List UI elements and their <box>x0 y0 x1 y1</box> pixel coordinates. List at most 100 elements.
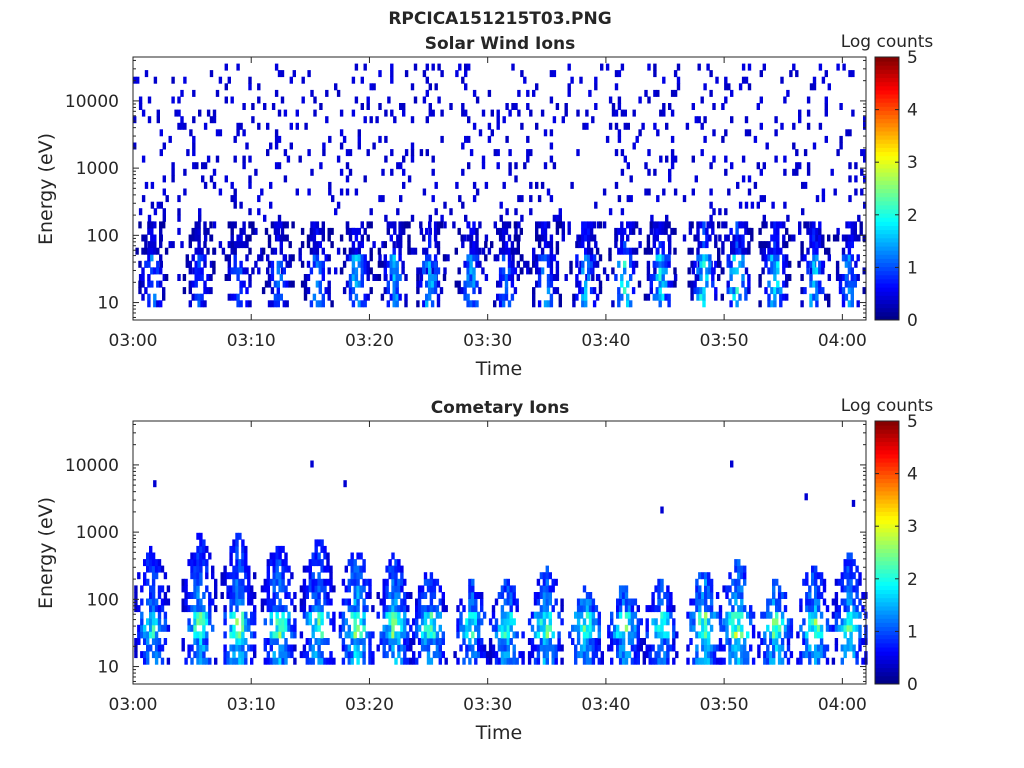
heatmap-cell <box>263 578 267 586</box>
heatmap-cell <box>146 552 150 560</box>
heatmap-cell <box>399 234 403 242</box>
heatmap-cell <box>811 618 815 626</box>
heatmap-cell <box>702 254 706 262</box>
heatmap-cell <box>348 293 353 301</box>
heatmap-cell <box>200 300 204 308</box>
heatmap-cell <box>493 300 497 308</box>
heatmap-cell <box>168 241 172 249</box>
heatmap-cell <box>805 638 809 645</box>
heatmap-cell <box>330 300 334 308</box>
heatmap-cell <box>852 598 856 606</box>
heatmap-cell <box>614 70 619 78</box>
heatmap-cell <box>317 592 321 599</box>
heatmap-cell <box>420 611 425 619</box>
colorbar-step <box>875 536 899 541</box>
heatmap-cell <box>166 585 171 593</box>
heatmap-cell <box>734 644 738 652</box>
heatmap-cell <box>206 274 210 281</box>
heatmap-cell <box>814 572 818 580</box>
heatmap-cell <box>763 638 767 645</box>
heatmap-cell <box>855 605 859 613</box>
heatmap-cell <box>743 565 747 573</box>
heatmap-cell <box>151 578 156 586</box>
heatmap-cell <box>501 227 506 235</box>
heatmap-cell <box>383 260 387 268</box>
heatmap-cell <box>621 585 626 593</box>
heatmap-cell <box>282 280 286 288</box>
heatmap-cell <box>457 227 461 235</box>
heatmap-cell <box>707 592 711 599</box>
heatmap-cell <box>852 605 856 613</box>
heatmap-cell <box>241 598 245 606</box>
heatmap-cell <box>484 181 489 189</box>
heatmap-cell <box>666 631 670 639</box>
heatmap-cell <box>703 116 707 124</box>
heatmap-cell <box>533 611 538 619</box>
heatmap-cell <box>199 572 203 580</box>
heatmap-cell <box>388 565 392 573</box>
colorbar-step <box>875 470 899 475</box>
heatmap-cell <box>633 598 638 606</box>
heatmap-cell <box>449 103 453 110</box>
heatmap-cell <box>330 227 334 235</box>
heatmap-cell <box>193 578 197 586</box>
heatmap-cell <box>724 168 728 176</box>
y-tick-label: 100 <box>87 226 119 246</box>
heatmap-cell <box>208 552 212 560</box>
heatmap-cell <box>253 644 257 652</box>
heatmap-cell <box>802 638 806 645</box>
heatmap-cell <box>540 221 545 229</box>
colorbar-step <box>875 581 899 586</box>
heatmap-cell <box>229 605 233 613</box>
heatmap-cell <box>308 605 312 613</box>
heatmap-cell <box>396 162 400 170</box>
heatmap-cell <box>422 70 427 78</box>
colorbar-step <box>875 126 899 132</box>
heatmap-cell <box>209 274 213 281</box>
heatmap-cell <box>506 624 510 632</box>
heatmap-cell <box>302 611 307 619</box>
heatmap-cell <box>248 181 252 189</box>
heatmap-cell <box>428 83 432 91</box>
heatmap-cell <box>824 103 828 110</box>
heatmap-cell <box>351 287 356 295</box>
heatmap-cell <box>412 638 416 645</box>
heatmap-cell <box>232 657 236 665</box>
heatmap-cell <box>471 651 475 659</box>
heatmap-cell <box>287 611 291 619</box>
heatmap-cell <box>484 241 488 249</box>
heatmap-cell <box>290 572 294 580</box>
heatmap-cell <box>184 592 188 599</box>
heatmap-cell <box>348 227 353 235</box>
heatmap-cell <box>317 559 321 567</box>
heatmap-cell <box>323 638 327 645</box>
heatmap-cell <box>591 618 596 626</box>
heatmap-cell <box>308 611 312 619</box>
heatmap-cell <box>627 605 632 613</box>
heatmap-cell <box>849 598 853 606</box>
heatmap-cell <box>730 247 734 255</box>
heatmap-cell <box>299 598 304 606</box>
heatmap-cell <box>653 122 657 130</box>
heatmap-cell <box>435 611 440 619</box>
heatmap-cell <box>402 181 406 189</box>
heatmap-cell <box>645 618 649 626</box>
heatmap-cell <box>770 287 774 295</box>
heatmap-cell <box>466 260 470 268</box>
heatmap-cell <box>345 280 350 288</box>
heatmap-cell <box>141 274 145 281</box>
heatmap-cell <box>359 552 363 560</box>
heatmap-cell <box>610 611 614 619</box>
heatmap-cell <box>594 644 599 652</box>
heatmap-cell <box>269 611 273 619</box>
heatmap-cell <box>847 260 852 268</box>
heatmap-cell <box>272 638 276 645</box>
heatmap-cell <box>775 644 779 652</box>
colorbar-step <box>875 163 899 169</box>
heatmap-cell <box>782 267 786 275</box>
heatmap-cell <box>205 559 209 567</box>
heatmap-cell <box>372 241 376 249</box>
heatmap-cell <box>571 624 575 632</box>
heatmap-cell <box>582 624 587 632</box>
heatmap-cell <box>772 578 776 586</box>
